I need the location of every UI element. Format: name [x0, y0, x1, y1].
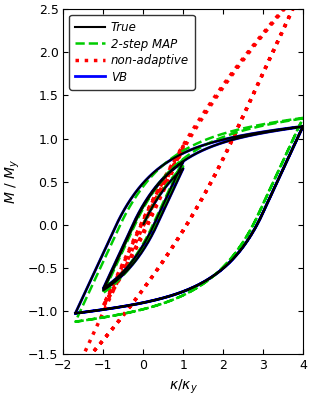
- 2-step MAP: [214, 138, 217, 142]
- Line: 2-step MAP: 2-step MAP: [75, 118, 303, 322]
- VB: [73, 311, 77, 316]
- non-adaptive: [135, 296, 138, 301]
- True: [153, 220, 157, 224]
- VB: [214, 143, 217, 148]
- 2-step MAP: [153, 218, 157, 222]
- non-adaptive: [151, 202, 155, 207]
- True: [142, 222, 146, 226]
- X-axis label: $\kappa/\kappa_y$: $\kappa/\kappa_y$: [169, 378, 197, 396]
- non-adaptive: [153, 204, 157, 209]
- 2-step MAP: [142, 222, 146, 226]
- True: [73, 311, 77, 316]
- VB: [153, 220, 157, 224]
- 2-step MAP: [172, 174, 175, 179]
- Line: True: True: [75, 126, 303, 313]
- True: [295, 125, 299, 130]
- True: [301, 124, 305, 129]
- 2-step MAP: [301, 116, 305, 120]
- 2-step MAP: [134, 308, 138, 313]
- non-adaptive: [142, 222, 146, 226]
- VB: [295, 125, 299, 130]
- True: [134, 302, 138, 306]
- True: [172, 175, 175, 180]
- VB: [151, 204, 155, 208]
- non-adaptive: [73, 370, 77, 375]
- non-adaptive: [172, 163, 175, 168]
- 2-step MAP: [73, 319, 77, 324]
- non-adaptive: [214, 93, 217, 98]
- 2-step MAP: [151, 204, 155, 208]
- VB: [142, 222, 146, 226]
- Legend: True, 2-step MAP, non-adaptive, VB: True, 2-step MAP, non-adaptive, VB: [69, 15, 195, 90]
- 2-step MAP: [73, 319, 77, 324]
- True: [73, 311, 77, 316]
- VB: [134, 302, 138, 306]
- VB: [73, 311, 77, 316]
- True: [214, 143, 217, 148]
- 2-step MAP: [295, 117, 299, 122]
- True: [151, 204, 155, 208]
- VB: [301, 124, 305, 129]
- VB: [172, 175, 175, 180]
- Line: VB: VB: [75, 126, 303, 313]
- Line: non-adaptive: non-adaptive: [75, 0, 303, 373]
- Y-axis label: $M\ /\ M_y$: $M\ /\ M_y$: [4, 159, 22, 204]
